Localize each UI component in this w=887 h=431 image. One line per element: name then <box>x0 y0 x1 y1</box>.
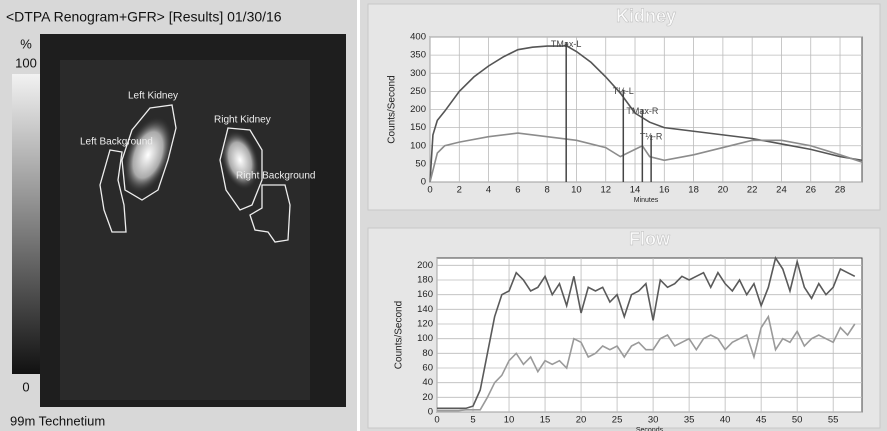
annotation-label: TMax-L <box>551 39 582 49</box>
y-tick-label: 150 <box>410 122 426 133</box>
annotation-label: T½-L <box>613 86 634 96</box>
y-tick-label: 120 <box>417 319 433 330</box>
y-tick-label: 0 <box>421 177 426 188</box>
y-tick-label: 200 <box>417 260 433 271</box>
data-line <box>437 256 856 410</box>
y-tick-label: 100 <box>417 333 433 344</box>
x-tick-label: 10 <box>571 185 582 196</box>
x-tick-label: 4 <box>486 185 491 196</box>
left-background-roi <box>99 149 127 233</box>
roi-label: Right Background <box>236 171 316 182</box>
y-tick-label: 50 <box>415 158 426 169</box>
y-tick-label: 400 <box>410 32 426 43</box>
scale-max: 100 <box>15 55 37 70</box>
x-tick-label: 28 <box>835 185 846 196</box>
y-tick-label: 180 <box>417 275 433 286</box>
y-tick-label: 350 <box>410 50 426 61</box>
x-tick-label: 50 <box>792 415 803 426</box>
roi-label: Left Background <box>80 137 153 148</box>
x-tick-label: 5 <box>470 415 475 426</box>
x-tick-label: 25 <box>612 415 623 426</box>
x-tick-label: 24 <box>776 185 787 196</box>
x-tick-label: 6 <box>515 185 520 196</box>
right-background-roi <box>249 184 291 243</box>
scale-min: 0 <box>22 379 29 394</box>
x-tick-label: 8 <box>545 185 550 196</box>
intensity-scale <box>12 74 40 374</box>
right-kidney-uptake <box>220 130 260 190</box>
x-tick-label: 20 <box>576 415 587 426</box>
x-tick-label: 0 <box>434 415 439 426</box>
y-tick-label: 300 <box>410 68 426 79</box>
left-kidney-uptake <box>123 116 173 194</box>
y-axis-label: Counts/Second <box>394 301 405 369</box>
y-tick-label: 200 <box>410 104 426 115</box>
y-tick-label: 160 <box>417 289 433 300</box>
x-tick-label: 18 <box>688 185 699 196</box>
y-tick-label: 20 <box>422 392 433 403</box>
scale-bottom <box>12 374 40 407</box>
x-tick-label: 12 <box>600 185 611 196</box>
x-tick-label: 45 <box>756 415 767 426</box>
x-tick-label: 20 <box>718 185 729 196</box>
x-tick-label: 10 <box>504 415 515 426</box>
roi-label: Left Kidney <box>128 91 178 102</box>
x-tick-label: 14 <box>630 185 641 196</box>
y-tick-label: 100 <box>410 140 426 151</box>
scale-top <box>12 34 40 74</box>
y-tick-label: 140 <box>417 304 433 315</box>
x-tick-label: 26 <box>805 185 816 196</box>
scan-body <box>60 60 310 400</box>
x-tick-label: 22 <box>747 185 758 196</box>
data-line <box>437 314 856 412</box>
chart-title: Kidney <box>616 6 676 26</box>
y-tick-label: 250 <box>410 86 426 97</box>
scale-unit: % <box>20 36 32 51</box>
roi-label: Right Kidney <box>214 115 271 126</box>
x-tick-label: 0 <box>427 185 432 196</box>
y-tick-label: 0 <box>428 407 433 418</box>
x-tick-label: 35 <box>684 415 695 426</box>
annotation-label: T½-R <box>640 131 663 141</box>
x-tick-label: 2 <box>457 185 462 196</box>
y-tick-label: 60 <box>422 363 433 374</box>
y-tick-label: 80 <box>422 348 433 359</box>
x-tick-label: 55 <box>828 415 839 426</box>
header-title: <DTPA Renogram+GFR> [Results] 01/30/16 <box>6 9 282 25</box>
x-tick-label: 40 <box>720 415 731 426</box>
x-tick-label: 15 <box>540 415 551 426</box>
annotation-label: TMax-R <box>626 106 658 116</box>
x-axis-label: Seconds <box>636 427 664 431</box>
x-axis-label: Minutes <box>634 197 659 204</box>
chart-title: Flow <box>629 229 671 249</box>
data-line <box>429 132 863 183</box>
right-kidney-roi <box>219 127 263 211</box>
x-tick-label: 30 <box>648 415 659 426</box>
y-axis-label: Counts/Second <box>387 75 398 143</box>
x-tick-label: 16 <box>659 185 670 196</box>
y-tick-label: 40 <box>422 377 433 388</box>
data-line <box>429 44 863 183</box>
image-footer: 99m Technetium <box>10 413 105 428</box>
left-kidney-roi <box>121 104 177 201</box>
